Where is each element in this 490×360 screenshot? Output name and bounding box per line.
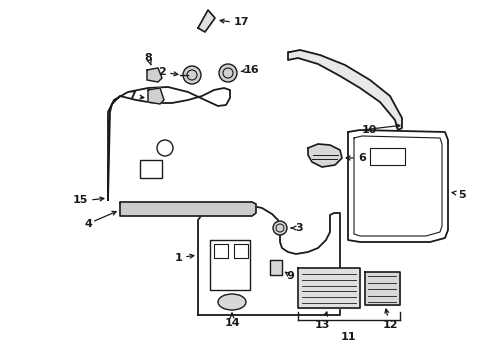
Polygon shape	[214, 244, 228, 258]
Polygon shape	[365, 272, 400, 305]
Polygon shape	[234, 244, 248, 258]
Polygon shape	[120, 202, 256, 216]
Polygon shape	[210, 240, 250, 290]
Circle shape	[273, 221, 287, 235]
Ellipse shape	[218, 294, 246, 310]
Text: 4: 4	[84, 219, 92, 229]
Polygon shape	[148, 88, 164, 104]
Text: 16: 16	[244, 65, 260, 75]
Text: 3: 3	[295, 223, 303, 233]
Polygon shape	[198, 205, 340, 315]
Text: 5: 5	[458, 190, 466, 200]
Text: 12: 12	[382, 320, 398, 330]
Text: 8: 8	[144, 53, 152, 63]
Polygon shape	[288, 50, 402, 130]
Text: 13: 13	[314, 320, 330, 330]
Text: 7: 7	[128, 91, 136, 101]
Polygon shape	[308, 144, 342, 167]
Polygon shape	[348, 130, 448, 242]
Text: 1: 1	[174, 253, 182, 263]
Polygon shape	[298, 268, 360, 308]
Polygon shape	[198, 10, 215, 32]
Circle shape	[183, 66, 201, 84]
Text: 2: 2	[158, 67, 166, 77]
Text: 6: 6	[358, 153, 366, 163]
Polygon shape	[354, 136, 442, 236]
Text: 11: 11	[340, 332, 356, 342]
Text: 9: 9	[286, 271, 294, 281]
Text: 10: 10	[362, 125, 377, 135]
Polygon shape	[147, 68, 162, 82]
Text: 14: 14	[224, 318, 240, 328]
Polygon shape	[108, 87, 230, 200]
Text: 17: 17	[234, 17, 249, 27]
Circle shape	[219, 64, 237, 82]
Polygon shape	[370, 148, 405, 165]
Text: 15: 15	[73, 195, 88, 205]
Polygon shape	[270, 260, 282, 275]
